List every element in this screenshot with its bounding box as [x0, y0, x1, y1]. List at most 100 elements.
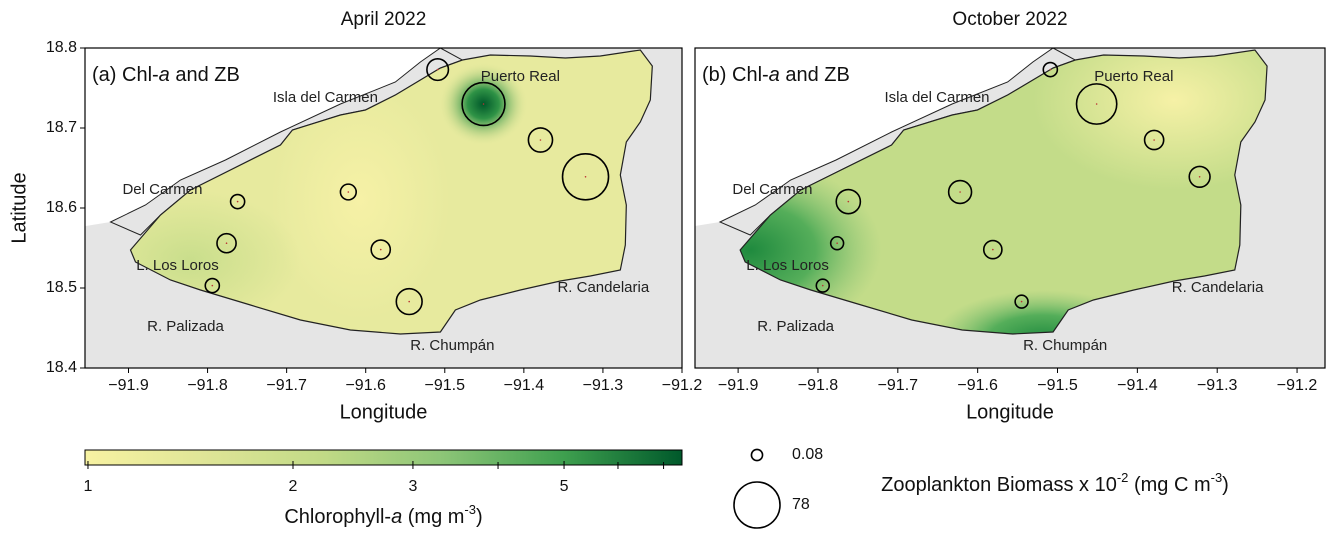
- y-tick-label: 18.4: [46, 359, 77, 376]
- panel-label-part: and ZB: [780, 64, 850, 86]
- x-axis-title: Longitude: [966, 401, 1054, 423]
- colorbar-tick-label: 5: [560, 478, 569, 495]
- station-dot: [847, 200, 850, 203]
- x-tick-label: −91.3: [583, 377, 624, 394]
- biomass-circle: [527, 127, 554, 153]
- size-legend-circle: [750, 448, 764, 462]
- station-dot: [408, 300, 410, 303]
- map-panel: [85, 48, 682, 368]
- x-tick-label: −91.7: [878, 377, 919, 394]
- place-label: Puerto Real: [481, 68, 560, 85]
- x-tick-label: −91.2: [1277, 377, 1318, 394]
- field-yellow: [270, 80, 451, 320]
- station-dot: [836, 242, 838, 244]
- size-legend-title: Zooplankton Biomass x 10-2 (mg C m-3): [881, 470, 1229, 496]
- x-tick-label: −91.5: [425, 377, 466, 394]
- biomass-circle: [1042, 61, 1059, 78]
- y-tick-label: 18.7: [46, 119, 77, 136]
- biomass-circle: [461, 81, 506, 127]
- station-dot: [211, 284, 214, 287]
- panel-label-part: a: [159, 64, 170, 86]
- panel-label: (a) Chl-a and ZB: [92, 64, 240, 86]
- x-tick-label: −91.8: [798, 377, 839, 394]
- y-tick-label: 18.6: [46, 199, 77, 216]
- colorbar-title-part: a: [391, 506, 402, 528]
- place-label: R. Palizada: [757, 318, 834, 335]
- biomass-circle: [982, 239, 1003, 260]
- colorbar-title-part: -3: [464, 502, 476, 517]
- place-label: Puerto Real: [1094, 68, 1173, 85]
- colorbar-title: Chlorophyll-a (mg m-3): [284, 502, 482, 528]
- size-legend-title-part: -2: [1117, 470, 1129, 485]
- station-dot: [347, 191, 350, 193]
- size-legend-title-part: Zooplankton Biomass x 10: [881, 474, 1117, 496]
- place-label: R. Palizada: [147, 318, 224, 335]
- station-dot: [821, 284, 824, 287]
- station-dot: [1095, 103, 1098, 105]
- colorbar-tick-label: 3: [408, 478, 417, 495]
- x-tick-label: −91.9: [718, 377, 759, 394]
- colorbar-title-part: ): [476, 506, 483, 528]
- station-dot: [236, 200, 239, 203]
- sea: [695, 48, 1054, 227]
- biomass-circle: [835, 188, 862, 215]
- biomass-circle: [815, 278, 830, 293]
- lagoon-outline: [739, 49, 1268, 335]
- place-label: Del Carmen: [732, 181, 812, 198]
- size-legend-title-part: ): [1222, 474, 1229, 496]
- biomass-circle: [1188, 165, 1211, 188]
- y-tick-label: 18.8: [46, 39, 77, 56]
- x-tick-label: −91.3: [1197, 377, 1238, 394]
- panel-label-part: (b) Chl-: [702, 64, 769, 86]
- x-tick-label: −91.5: [1037, 377, 1078, 394]
- x-tick-label: −91.2: [662, 377, 703, 394]
- sea: [85, 48, 441, 227]
- panel-label-part: and ZB: [170, 64, 240, 86]
- biomass-circle: [395, 287, 423, 316]
- biomass-circle: [229, 193, 246, 210]
- x-tick-label: −91.6: [345, 377, 386, 394]
- x-tick-label: −91.6: [957, 377, 998, 394]
- place-label: Isla del Carmen: [273, 89, 378, 106]
- biomass-circle: [204, 277, 221, 294]
- biomass-circle: [1143, 129, 1165, 151]
- biomass-circle: [947, 179, 973, 205]
- station-dot: [436, 68, 439, 71]
- station-dot: [959, 191, 961, 193]
- x-tick-label: −91.8: [187, 377, 228, 394]
- station-dot: [1153, 139, 1155, 141]
- place-label: Isla del Carmen: [884, 89, 989, 106]
- place-label: R. Chumpán: [1023, 337, 1107, 354]
- place-label: L. Los Loros: [136, 257, 219, 274]
- biomass-circle: [1075, 83, 1118, 125]
- biomass-circle: [426, 58, 450, 82]
- size-legend-circle: [733, 481, 781, 529]
- colorbar: [84, 449, 683, 466]
- biomass-circle: [216, 232, 237, 254]
- panel-title: April 2022: [341, 9, 427, 30]
- panel-label-part: (a) Chl-: [92, 64, 159, 86]
- x-tick-label: −91.4: [504, 377, 545, 394]
- biomass-circle: [370, 239, 392, 260]
- x-tick-label: −91.4: [1117, 377, 1158, 394]
- place-label: L. Los Loros: [746, 257, 829, 274]
- size-legend-title-part: -3: [1211, 470, 1223, 485]
- station-dot: [379, 248, 382, 251]
- station-dot: [1020, 300, 1023, 303]
- station-dot: [539, 139, 542, 141]
- colorbar-tick-label: 1: [84, 478, 93, 495]
- panel-label-part: a: [769, 64, 780, 86]
- size-legend-title-part: (mg C m: [1128, 474, 1210, 496]
- plot-frame: [694, 47, 1326, 369]
- station-dot: [584, 176, 587, 178]
- place-label: R. Chumpán: [410, 337, 494, 354]
- x-tick-label: −91.9: [108, 377, 149, 394]
- y-axis-title: Latitude: [8, 172, 30, 243]
- station-dot: [482, 103, 485, 105]
- place-label: R. Candelaria: [1172, 279, 1264, 296]
- biomass-circle: [561, 153, 610, 201]
- biomass-circle: [1014, 294, 1029, 309]
- biomass-circle: [829, 235, 845, 251]
- place-label: Del Carmen: [122, 181, 202, 198]
